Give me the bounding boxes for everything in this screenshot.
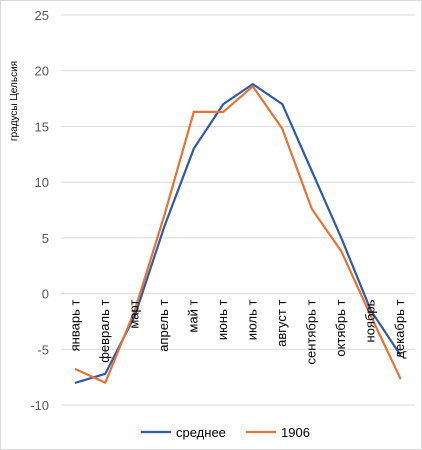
series-line-0 xyxy=(74,82,402,384)
y-tick-label: 10 xyxy=(35,175,49,190)
y-tick-label: -5 xyxy=(37,342,49,357)
y-axis-label: градусы Цельсия xyxy=(9,61,20,141)
y-tick-label: 20 xyxy=(35,64,49,79)
x-category-label: июнь т xyxy=(215,300,230,341)
gridlines xyxy=(61,14,415,406)
series-lines xyxy=(74,82,402,384)
x-category-label: октябрь т xyxy=(333,300,348,357)
legend-label-0: среднее xyxy=(176,425,226,440)
x-axis-categories: январь т февраль т март апрель т май т июнь т… xyxy=(68,299,408,364)
x-category-label: март xyxy=(127,300,142,329)
x-category-label: сентябрь т xyxy=(304,300,319,365)
x-category-label: ноябрь xyxy=(363,299,378,342)
legend-label-1: 1906 xyxy=(281,425,310,440)
x-category-label: август т xyxy=(274,300,289,347)
y-tick-label: 5 xyxy=(42,231,49,246)
x-category-label: май т xyxy=(186,300,201,333)
x-category-label: декабрь т xyxy=(392,300,407,359)
y-tick-label: 0 xyxy=(42,287,49,302)
y-tick-label: -10 xyxy=(30,398,49,413)
x-category-label: июль т xyxy=(245,300,260,341)
x-category-label: апрель т xyxy=(156,300,171,352)
y-axis-ticks: 25 20 15 10 5 0 -5 -10 xyxy=(30,8,49,413)
y-tick-label: 15 xyxy=(35,119,49,134)
y-tick-label: 25 xyxy=(35,8,49,23)
x-category-label: февраль т xyxy=(97,300,112,363)
x-category-label: январь т xyxy=(68,300,83,352)
legend: среднее 1906 xyxy=(141,425,310,440)
series-line-1 xyxy=(74,85,402,384)
